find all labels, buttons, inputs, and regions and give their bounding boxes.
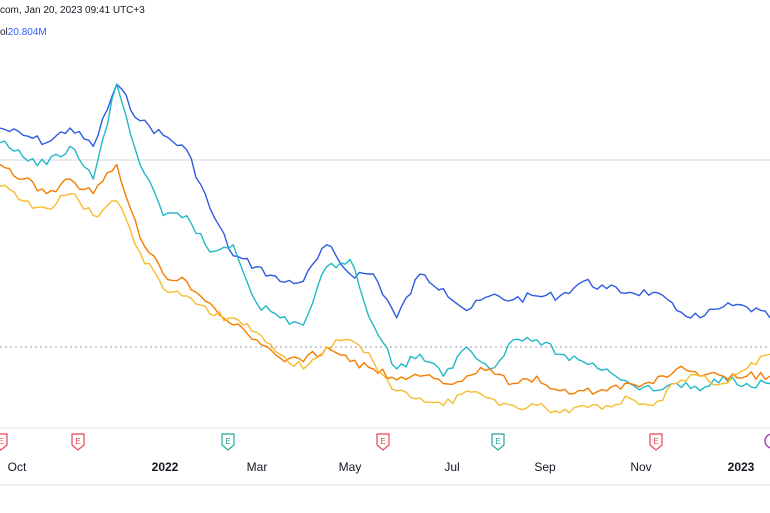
x-tick-label: Nov <box>630 460 651 474</box>
x-tick-label: Oct <box>8 460 27 474</box>
series-line-teal <box>0 83 770 392</box>
chart-header: com, Jan 20, 2023 09:41 UTC+3 <box>0 5 145 16</box>
earnings-marker-label: E <box>0 437 4 446</box>
series-line-orange <box>0 163 770 395</box>
x-tick-label: 2023 <box>728 460 755 474</box>
earnings-marker <box>376 433 390 451</box>
earnings-marker <box>649 433 663 451</box>
earnings-marker-label: E <box>653 437 658 446</box>
earnings-marker-label: E <box>495 437 500 446</box>
series-line-blue <box>0 83 770 319</box>
x-tick-label: 2022 <box>152 460 179 474</box>
source-line: com, Jan 20, 2023 09:41 UTC+3 <box>0 5 145 16</box>
earnings-marker <box>491 433 505 451</box>
volume-indicator: ol20.804M <box>0 27 47 38</box>
earnings-marker-label: E <box>380 437 385 446</box>
x-tick-label: Sep <box>534 460 556 474</box>
earnings-marker <box>71 433 85 451</box>
x-tick-label: Jul <box>444 460 459 474</box>
earnings-marker <box>0 433 8 451</box>
volume-value: 20.804M <box>7 27 47 38</box>
volume-label: ol <box>0 27 8 38</box>
x-tick-label: Mar <box>247 460 268 474</box>
earnings-marker <box>221 433 235 451</box>
x-tick-label: May <box>339 460 362 474</box>
earnings-marker-label: E <box>225 437 230 446</box>
series-line-yellow <box>0 184 770 414</box>
earnings-marker-label: E <box>75 437 80 446</box>
dividend-marker <box>764 433 770 449</box>
